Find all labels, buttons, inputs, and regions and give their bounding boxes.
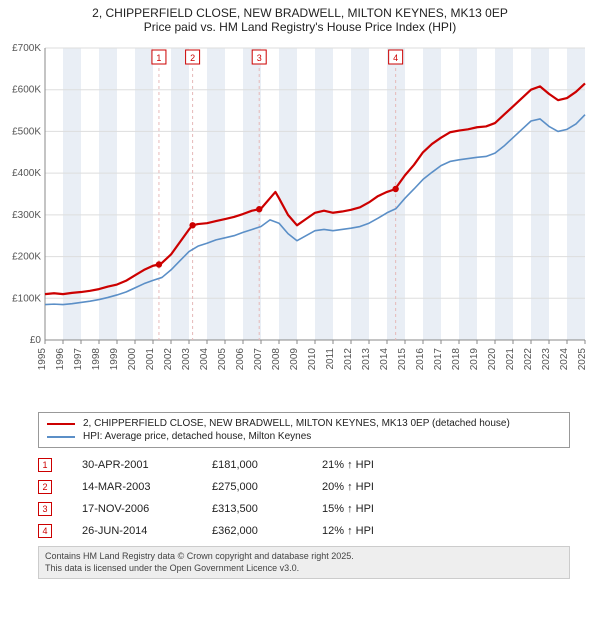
svg-text:£0: £0	[30, 335, 42, 346]
sale-row: 1 30-APR-2001 £181,000 21% ↑ HPI	[38, 454, 570, 476]
svg-text:£300K: £300K	[12, 210, 41, 221]
svg-text:2000: 2000	[127, 348, 138, 371]
svg-text:2004: 2004	[199, 348, 210, 371]
chart-title: 2, CHIPPERFIELD CLOSE, NEW BRADWELL, MIL…	[0, 0, 600, 38]
svg-text:£400K: £400K	[12, 168, 41, 179]
sale-date: 26-JUN-2014	[82, 525, 212, 537]
svg-text:2021: 2021	[505, 348, 516, 371]
svg-text:2014: 2014	[379, 348, 390, 371]
svg-text:1997: 1997	[73, 348, 84, 371]
svg-text:2024: 2024	[559, 348, 570, 371]
svg-text:2003: 2003	[181, 348, 192, 371]
sale-date: 30-APR-2001	[82, 459, 212, 471]
sale-date: 14-MAR-2003	[82, 481, 212, 493]
svg-text:4: 4	[393, 53, 398, 63]
svg-text:2010: 2010	[307, 348, 318, 371]
sale-row: 4 26-JUN-2014 £362,000 12% ↑ HPI	[38, 520, 570, 542]
svg-text:2011: 2011	[325, 348, 336, 370]
sales-table: 1 30-APR-2001 £181,000 21% ↑ HPI 2 14-MA…	[38, 454, 570, 542]
svg-text:2: 2	[190, 53, 195, 63]
legend-label: HPI: Average price, detached house, Milt…	[83, 431, 311, 442]
svg-text:2007: 2007	[253, 348, 264, 371]
svg-text:1: 1	[156, 53, 161, 63]
svg-text:2005: 2005	[217, 348, 228, 371]
title-line2: Price paid vs. HM Land Registry's House …	[10, 20, 590, 34]
svg-text:£600K: £600K	[12, 85, 41, 96]
legend-row: HPI: Average price, detached house, Milt…	[47, 430, 561, 443]
svg-text:1999: 1999	[109, 348, 120, 371]
sale-price: £362,000	[212, 525, 322, 537]
legend-row: 2, CHIPPERFIELD CLOSE, NEW BRADWELL, MIL…	[47, 417, 561, 430]
svg-text:2001: 2001	[145, 348, 156, 371]
svg-text:2023: 2023	[541, 348, 552, 371]
sale-row: 2 14-MAR-2003 £275,000 20% ↑ HPI	[38, 476, 570, 498]
svg-text:1996: 1996	[55, 348, 66, 371]
svg-text:2020: 2020	[487, 348, 498, 371]
sale-price: £275,000	[212, 481, 322, 493]
sale-marker-icon: 3	[38, 502, 52, 516]
sale-pct: 15% ↑ HPI	[322, 503, 442, 515]
svg-text:2008: 2008	[271, 348, 282, 371]
price-chart: £0 £100K £200K £300K £400K £500K £600K £700K 199…	[5, 38, 595, 408]
sale-marker-icon: 2	[38, 480, 52, 494]
title-line1: 2, CHIPPERFIELD CLOSE, NEW BRADWELL, MIL…	[10, 6, 590, 20]
svg-text:3: 3	[257, 53, 262, 63]
sale-row: 3 17-NOV-2006 £313,500 15% ↑ HPI	[38, 498, 570, 520]
svg-text:1998: 1998	[91, 348, 102, 371]
attribution-line: Contains HM Land Registry data © Crown c…	[45, 551, 563, 563]
svg-text:2016: 2016	[415, 348, 426, 371]
svg-text:2012: 2012	[343, 348, 354, 371]
svg-text:2019: 2019	[469, 348, 480, 371]
sale-price: £313,500	[212, 503, 322, 515]
sale-pct: 20% ↑ HPI	[322, 481, 442, 493]
sale-marker-icon: 4	[38, 524, 52, 538]
svg-text:2002: 2002	[163, 348, 174, 371]
svg-text:£700K: £700K	[12, 43, 41, 54]
attribution-line: This data is licensed under the Open Gov…	[45, 563, 563, 575]
sale-price: £181,000	[212, 459, 322, 471]
legend-swatch	[47, 423, 75, 425]
svg-text:2006: 2006	[235, 348, 246, 371]
attribution: Contains HM Land Registry data © Crown c…	[38, 546, 570, 579]
svg-text:2013: 2013	[361, 348, 372, 371]
legend-swatch	[47, 436, 75, 438]
sale-marker-icon: 1	[38, 458, 52, 472]
legend: 2, CHIPPERFIELD CLOSE, NEW BRADWELL, MIL…	[38, 412, 570, 448]
sale-pct: 12% ↑ HPI	[322, 525, 442, 537]
legend-label: 2, CHIPPERFIELD CLOSE, NEW BRADWELL, MIL…	[83, 418, 510, 429]
svg-text:£500K: £500K	[12, 126, 41, 137]
svg-text:2015: 2015	[397, 348, 408, 371]
sale-pct: 21% ↑ HPI	[322, 459, 442, 471]
sale-date: 17-NOV-2006	[82, 503, 212, 515]
svg-text:2022: 2022	[523, 348, 534, 371]
svg-text:2017: 2017	[433, 348, 444, 371]
svg-text:2025: 2025	[577, 348, 588, 371]
svg-text:£100K: £100K	[12, 293, 41, 304]
svg-text:1995: 1995	[37, 348, 48, 371]
svg-text:£200K: £200K	[12, 252, 41, 263]
svg-text:2018: 2018	[451, 348, 462, 371]
svg-text:2009: 2009	[289, 348, 300, 371]
